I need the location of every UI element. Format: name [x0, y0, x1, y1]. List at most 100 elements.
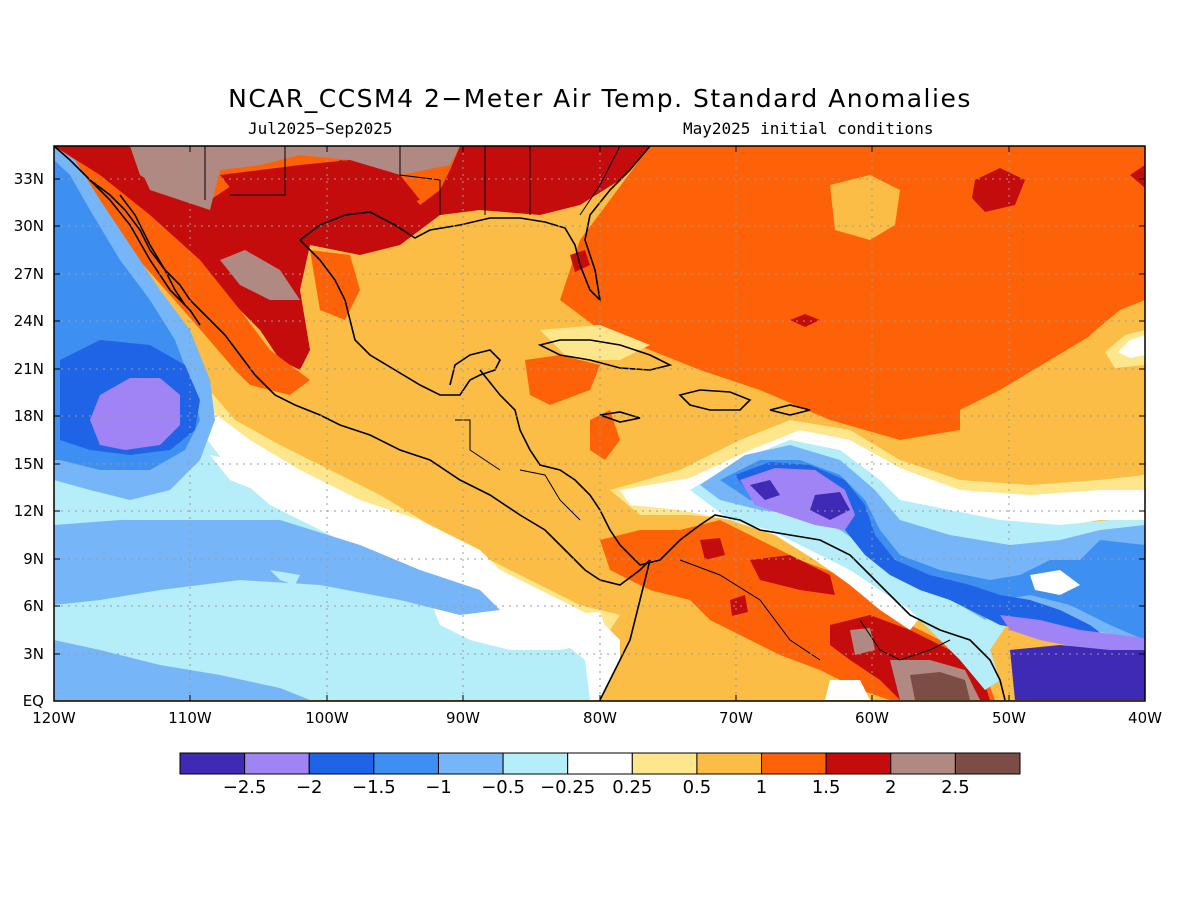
anomaly-region	[270, 570, 300, 585]
longitude-labels: 120W 110W 100W 90W 80W 70W 60W 50W 40W	[32, 709, 1162, 727]
anomaly-region	[700, 538, 725, 560]
anomaly-region	[1030, 570, 1080, 595]
anomaly-region	[850, 628, 875, 655]
anomaly-region	[830, 175, 900, 240]
lat-tick-label: 9N	[23, 550, 44, 568]
anomaly-region	[525, 355, 600, 405]
anomaly-field	[54, 146, 1145, 701]
colorbar-swatch	[567, 752, 633, 775]
colorbar-swatch	[502, 752, 569, 775]
lon-tick-label: 100W	[305, 709, 349, 727]
colorbar-swatch	[954, 752, 1021, 775]
lon-tick-label: 120W	[32, 709, 76, 727]
anomaly-region	[54, 520, 500, 615]
colorbar-swatch	[373, 752, 439, 775]
latitude-labels: 33N 30N 27N 24N 21N 18N 15N 12N 9N 6N 3N…	[14, 170, 44, 710]
anomaly-region	[210, 455, 500, 580]
anomaly-region	[730, 595, 748, 616]
anomaly-region	[130, 146, 460, 210]
forecast-period: Jul2025−Sep2025	[248, 119, 393, 138]
colorbar-swatch	[696, 752, 763, 775]
anomaly-region	[810, 492, 850, 520]
colorbar-label: −0.25	[540, 777, 595, 798]
lon-tick-label: 70W	[719, 709, 753, 727]
colorbar-label: 0.25	[612, 777, 652, 798]
colorbar-swatch	[825, 752, 892, 775]
anomaly-region	[600, 600, 840, 700]
coastline	[299, 239, 501, 396]
border	[579, 146, 621, 216]
colorbar-label: −1	[425, 777, 452, 798]
anomaly-region	[130, 146, 200, 200]
lat-tick-label: 6N	[23, 597, 44, 615]
coastline	[479, 369, 1006, 701]
anomaly-region	[54, 640, 310, 700]
lat-tick-label: EQ	[23, 692, 44, 710]
coastline	[54, 146, 651, 586]
coastline	[119, 194, 186, 306]
borders	[204, 146, 951, 661]
coastlines	[54, 146, 1006, 701]
anomaly-region	[910, 672, 970, 700]
colorbar-label: 1.5	[812, 777, 841, 798]
border	[230, 146, 286, 196]
colorbar-swatch	[761, 752, 827, 775]
anomaly-region	[750, 555, 835, 595]
anomaly-region	[220, 160, 420, 210]
coastline	[89, 179, 201, 326]
anomaly-region	[590, 410, 620, 460]
anomaly-region	[310, 250, 360, 320]
anomaly-region	[220, 250, 300, 300]
map-title: NCAR_CCSM4 2−Meter Air Temp. Standard An…	[228, 84, 972, 113]
border	[679, 559, 821, 661]
colorbar-swatch	[179, 752, 246, 775]
colorbar-swatch	[890, 752, 956, 775]
lat-tick-label: 24N	[14, 312, 44, 330]
border	[859, 619, 951, 661]
initial-conditions: May2025 initial conditions	[683, 119, 934, 138]
lon-tick-label: 40W	[1128, 709, 1162, 727]
colorbar-labels: −2.5 −2 −1.5 −1 −0.5 −0.25 0.25 0.5 1 1.5 2 2.5	[223, 777, 970, 798]
coastline	[769, 404, 811, 416]
lat-tick-label: 30N	[14, 217, 44, 235]
colorbar-label: 0.5	[683, 777, 712, 798]
anomaly-region	[54, 146, 310, 395]
lat-tick-label: 27N	[14, 265, 44, 283]
coastline	[599, 411, 641, 423]
coastline	[678, 389, 752, 411]
lon-tick-label: 90W	[446, 709, 480, 727]
lon-tick-label: 80W	[583, 709, 617, 727]
colorbar-swatch	[437, 752, 504, 775]
coastline	[537, 339, 673, 371]
anomaly-region	[90, 378, 180, 450]
lat-tick-label: 18N	[14, 407, 44, 425]
anomaly-region	[54, 175, 640, 640]
anomaly-region	[1000, 615, 1145, 660]
anomaly-region	[540, 325, 650, 360]
lat-tick-label: 12N	[14, 502, 44, 520]
colorbar-label: −0.5	[481, 777, 525, 798]
colorbar-label: 2	[885, 777, 896, 798]
border	[399, 146, 441, 215]
colorbar-label: −1.5	[352, 777, 396, 798]
anomaly-region	[1010, 645, 1145, 700]
colorbar-label: −2.5	[223, 777, 267, 798]
lat-tick-label: 33N	[14, 170, 44, 188]
anomaly-region	[1130, 165, 1145, 188]
lon-tick-label: 50W	[992, 709, 1026, 727]
lon-tick-label: 110W	[168, 709, 212, 727]
anomaly-region	[825, 680, 870, 700]
colorbar-label: −2	[296, 777, 323, 798]
colorbar-label: 1	[756, 777, 767, 798]
anomaly-region	[750, 480, 780, 500]
border	[519, 469, 581, 521]
colorbar-label: 2.5	[941, 777, 970, 798]
lon-tick-label: 60W	[855, 709, 889, 727]
anomaly-region	[1118, 335, 1145, 358]
colorbar-swatch	[244, 752, 310, 775]
colorbar	[179, 752, 1021, 775]
colorbar-swatch	[631, 752, 698, 775]
coastline	[599, 559, 651, 701]
anomaly-region	[570, 250, 590, 272]
